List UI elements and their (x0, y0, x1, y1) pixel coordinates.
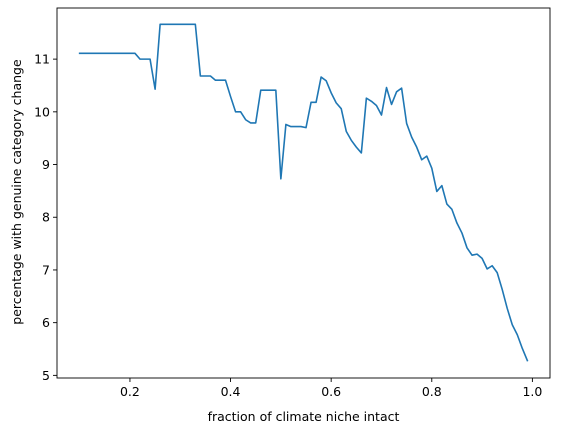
y-tick-label: 9 (42, 157, 50, 172)
y-tick-label: 7 (42, 262, 50, 277)
y-tick-label: 11 (34, 52, 50, 67)
y-tick-label: 5 (42, 368, 50, 383)
x-tick-label: 0.4 (221, 384, 241, 399)
x-tick-label: 0.2 (120, 384, 140, 399)
y-tick-label: 10 (34, 104, 50, 119)
y-axis: 5 6 7 8 9 10 11 (34, 52, 57, 383)
series-line-0 (78, 23, 529, 362)
x-axis-label: fraction of climate niche intact (208, 409, 400, 424)
y-tick-label: 8 (42, 210, 50, 225)
plot-frame (56, 7, 551, 379)
x-tick-label: 0.8 (422, 384, 442, 399)
y-axis-label: percentage with genuine category change (9, 59, 24, 325)
x-tick-label: 1.0 (522, 384, 542, 399)
x-tick-label: 0.6 (321, 384, 341, 399)
plot-area-border (56, 7, 551, 379)
x-axis: 0.2 0.4 0.6 0.8 1.0 (120, 378, 542, 399)
plot-lines (78, 23, 529, 362)
y-tick-label: 6 (42, 315, 50, 330)
